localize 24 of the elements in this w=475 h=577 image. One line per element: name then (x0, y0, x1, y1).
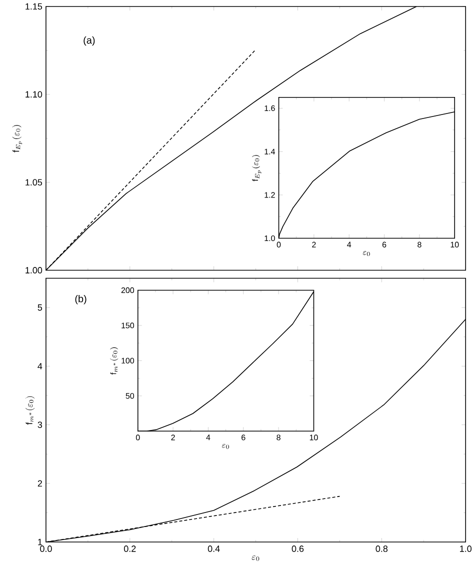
y-axis-title: $\mathrm{f}_{m^{*}}(\varepsilon_{0})$ (25, 396, 34, 425)
y-tick-label: 5 (38, 304, 42, 311)
annotation: (b) (75, 294, 86, 304)
y-tick-label: 4 (38, 363, 42, 370)
x-axis-title: $\varepsilon_{0}$ (252, 556, 260, 561)
y-axis-title: $\mathrm{f}_{E_{p}}(\varepsilon_{0})$ (12, 125, 22, 152)
x-axis-title: $\varepsilon_{0}$ (222, 444, 229, 449)
y-tick-label: 2 (38, 480, 42, 487)
x-tick-label: 0.4 (208, 546, 220, 552)
y-axis-title: $\mathrm{f}_{E_{p}}(\varepsilon_{0})$ (252, 155, 262, 182)
y-axis-title: $\mathrm{f}_{m^{*}}(\varepsilon_{0})$ (110, 347, 118, 375)
annotation: (a) (84, 36, 95, 46)
x-tick-label: 0.0 (40, 546, 52, 552)
y-tick-label: 3 (38, 422, 42, 428)
y-tick-label: 1.05 (26, 179, 42, 186)
x-tick-label: 0.8 (376, 546, 388, 552)
y-tick-label: 1.00 (26, 267, 42, 274)
y-tick-label: 1.10 (26, 91, 42, 98)
y-tick-label: 1 (38, 538, 42, 546)
x-tick-label: 1.0 (460, 546, 472, 552)
x-tick-label: 0.6 (292, 546, 304, 552)
y-tick-label: 1.15 (26, 3, 42, 10)
x-axis-title: $\varepsilon_{0}$ (362, 251, 370, 256)
x-tick-label: 0.2 (124, 546, 136, 552)
